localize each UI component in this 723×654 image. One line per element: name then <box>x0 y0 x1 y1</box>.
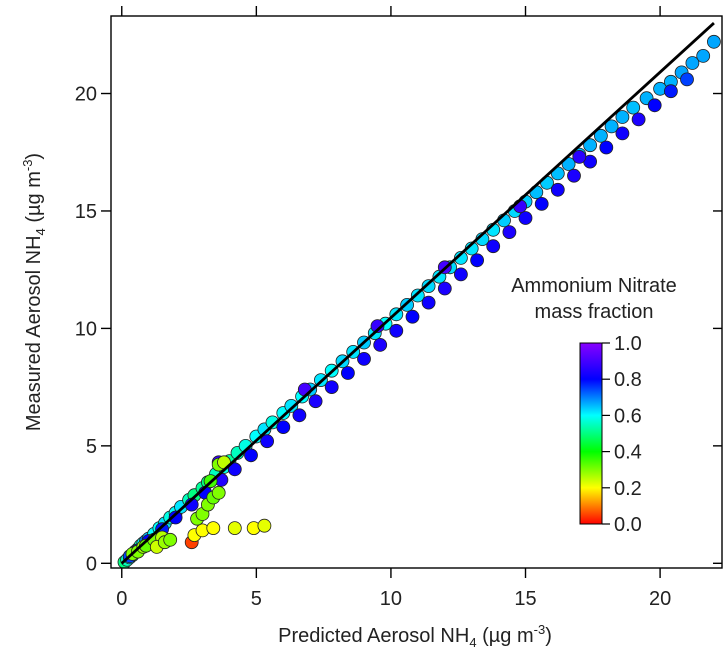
data-point <box>680 72 694 87</box>
x-tick-label: 20 <box>649 588 671 610</box>
data-point <box>594 128 608 143</box>
data-point <box>599 140 614 155</box>
x-tick-label: 15 <box>514 588 536 610</box>
data-point <box>502 225 517 240</box>
data-point <box>421 279 436 294</box>
data-point <box>389 323 404 338</box>
data-point <box>664 84 678 99</box>
data-point <box>227 521 242 535</box>
data-point <box>373 337 388 352</box>
data-point <box>410 288 425 303</box>
data-point <box>370 319 385 334</box>
colorbar: Ammonium Nitrate mass fraction 1.0 0.8 0.6… <box>511 275 677 536</box>
data-point <box>453 250 468 265</box>
data-point <box>604 119 619 134</box>
data-point <box>518 211 533 225</box>
data-point <box>244 448 258 463</box>
colorbar-tick-label: 0.0 <box>614 514 642 536</box>
data-point <box>308 394 323 409</box>
colorbar-tick-label: 0.6 <box>614 405 642 427</box>
colorbar-title-line1: Ammonium Nitrate <box>511 275 677 297</box>
x-tick-label: 0 <box>116 588 127 610</box>
data-point <box>168 510 183 525</box>
colorbar-ticks: 1.0 0.8 0.6 0.4 0.2 0.0 <box>602 333 642 536</box>
y-tick-label: 5 <box>86 436 97 458</box>
y-tick-label: 20 <box>75 84 97 106</box>
data-point <box>696 49 711 63</box>
data-point <box>405 309 420 324</box>
data-point <box>340 366 355 380</box>
data-point <box>583 138 597 153</box>
data-point <box>163 532 178 547</box>
data-point <box>453 267 468 282</box>
data-point <box>647 98 662 113</box>
data-point <box>284 398 299 413</box>
x-tick-label: 10 <box>380 588 402 610</box>
data-point <box>707 34 721 49</box>
data-point <box>486 239 501 254</box>
data-point <box>626 100 641 115</box>
data-point <box>685 56 700 70</box>
data-point <box>615 110 630 124</box>
colorbar-gradient <box>579 342 603 525</box>
colorbar-tick-label: 0.8 <box>614 369 642 391</box>
data-point <box>567 168 581 183</box>
colorbar-tick-label: 1.0 <box>614 333 642 355</box>
data-point <box>227 462 242 477</box>
colorbar-title-line2: mass fraction <box>535 301 654 323</box>
data-point <box>550 182 565 197</box>
y-axis: 0 5 10 15 20 <box>75 84 722 575</box>
x-tick-label: 5 <box>251 588 262 610</box>
colorbar-tick-label: 0.2 <box>614 478 642 500</box>
x-axis-label: Predicted Aerosol NH4 (µg m-3) <box>278 622 552 650</box>
plot-frame <box>110 15 723 569</box>
data-point <box>470 253 485 268</box>
y-tick-label: 15 <box>75 201 97 223</box>
data-point <box>260 434 275 449</box>
data-point <box>324 380 339 395</box>
data-point <box>276 420 291 435</box>
data-point <box>437 281 452 296</box>
y-tick-label: 10 <box>75 318 97 340</box>
one-to-one-line <box>120 22 715 565</box>
data-point <box>631 112 646 127</box>
data-point <box>206 521 221 535</box>
data-point <box>357 351 371 366</box>
x-axis: 0 5 10 15 20 <box>116 6 671 610</box>
y-tick-label: 0 <box>86 553 97 575</box>
data-point <box>615 126 630 141</box>
data-point <box>257 518 272 533</box>
data-point <box>421 295 436 310</box>
data-point <box>211 485 226 500</box>
data-point <box>292 408 307 423</box>
y-axis-label: Measured Aerosol NH4 (µg m-3) <box>20 153 48 431</box>
data-point <box>572 149 587 164</box>
colorbar-tick-label: 0.4 <box>614 442 642 464</box>
data-point <box>534 196 549 211</box>
